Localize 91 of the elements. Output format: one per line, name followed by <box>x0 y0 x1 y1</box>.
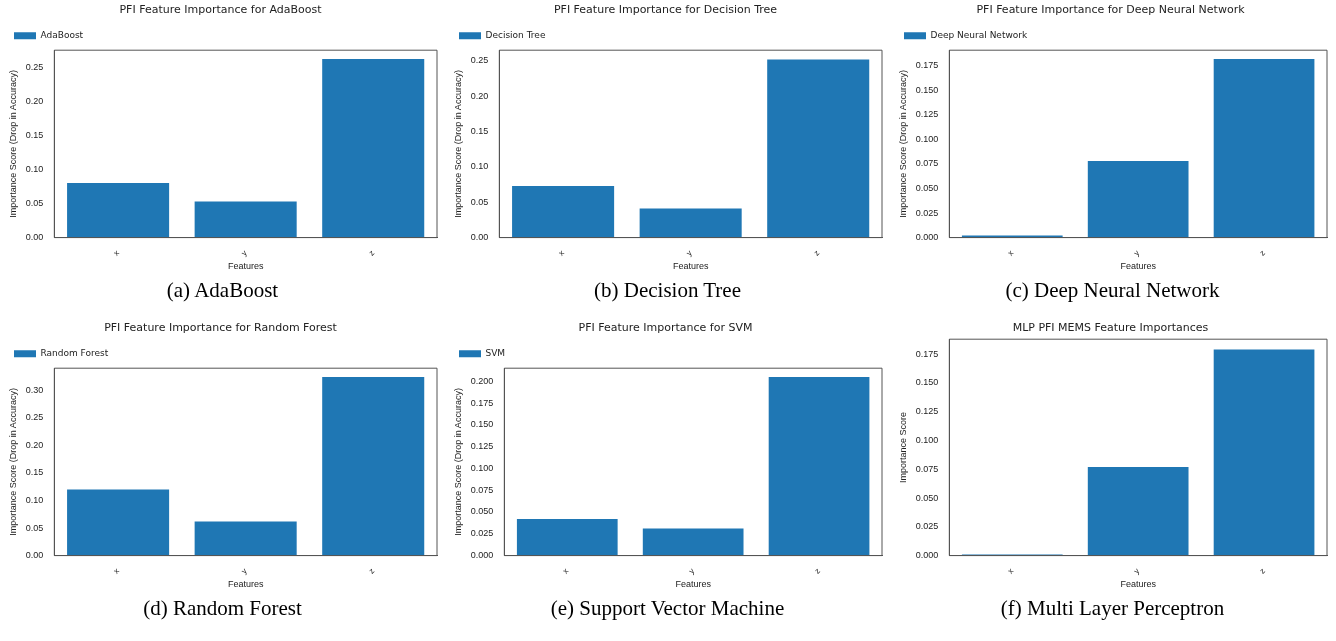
y-tick-label: 0.15 <box>470 126 489 136</box>
x-tick-label: y <box>686 566 697 576</box>
legend-label: SVM <box>485 348 506 359</box>
x-tick-label: z <box>812 566 823 576</box>
y-tick-label: 0.050 <box>915 183 939 194</box>
y-tick-label: 0.10 <box>25 163 44 174</box>
y-tick-label: 0.20 <box>25 95 44 106</box>
y-tick-label: 0.100 <box>915 434 939 445</box>
y-tick-label: 0.20 <box>25 439 44 450</box>
text: (c) Deep Neural Network <box>1005 278 1220 303</box>
x-axis-title: Features <box>1120 579 1157 590</box>
y-tick-label: 0.05 <box>25 198 44 208</box>
chart-title: PFI Feature Importance for Deep Neural Network <box>976 3 1246 17</box>
y-tick-label: 0.025 <box>915 521 939 532</box>
y-tick-label: 0.075 <box>915 158 939 169</box>
y-tick-label: 0.050 <box>915 492 939 503</box>
y-tick-label: 0.150 <box>470 419 494 430</box>
y-tick-label: 0.125 <box>915 406 939 417</box>
legend-label: Random Forest <box>40 348 109 359</box>
text: (f) Multi Layer Perceptron <box>1000 596 1225 621</box>
x-tick-label: y <box>1131 566 1142 576</box>
x-tick-label: z <box>812 248 822 258</box>
y-tick-label: 0.075 <box>470 484 494 495</box>
y-tick-label: 0.000 <box>470 550 494 561</box>
y-tick-label: 0.15 <box>25 467 44 478</box>
x-axis-title: Features <box>1120 261 1157 272</box>
y-tick-label: 0.175 <box>915 348 939 359</box>
y-tick-label: 0.100 <box>470 462 494 473</box>
text: (d) Random Forest <box>143 596 302 621</box>
x-tick-label: z <box>367 248 377 258</box>
y-tick-label: 0.125 <box>915 109 939 120</box>
y-tick-label: 0.00 <box>25 232 44 243</box>
legend-label: Deep Neural Network <box>930 30 1028 41</box>
y-axis-title: Importance Score (Drop in Accuracy) <box>452 388 463 536</box>
x-axis-title: Features <box>672 261 709 272</box>
x-tick-label: x <box>1006 566 1016 576</box>
x-axis-title: Features <box>675 579 712 590</box>
y-tick-label: 0.25 <box>25 61 44 72</box>
y-tick-label: 0.15 <box>25 129 44 140</box>
y-axis-title: Importance Score <box>897 411 908 483</box>
legend-label: Decision Tree <box>485 30 546 41</box>
y-tick-label: 0.175 <box>915 60 939 71</box>
y-tick-label: 0.10 <box>25 494 44 505</box>
chart-title: PFI Feature Importance for Decision Tree <box>553 3 778 17</box>
y-tick-label: 0.05 <box>470 196 489 207</box>
x-tick-label: y <box>1131 248 1142 258</box>
y-tick-label: 0.25 <box>25 412 44 423</box>
x-tick-label: y <box>239 248 249 258</box>
y-tick-label: 0.150 <box>915 84 939 95</box>
x-tick-label: x <box>561 566 571 576</box>
y-tick-label: 0.025 <box>915 207 939 218</box>
y-tick-label: 0.00 <box>25 550 44 561</box>
chart-title: PFI Feature Importance for SVM <box>578 321 753 335</box>
y-axis-title: Importance Score (Drop in Accuracy) <box>452 70 463 218</box>
text: (e) Support Vector Machine <box>550 596 785 621</box>
y-tick-label: 0.050 <box>470 506 494 517</box>
y-tick-label: 0.20 <box>470 90 489 101</box>
chart-title: MLP PFI MEMS Feature Importances <box>1012 321 1209 335</box>
y-tick-label: 0.100 <box>915 133 939 144</box>
y-tick-label: 0.200 <box>470 375 494 386</box>
x-axis-title: Features <box>227 579 264 590</box>
x-tick-label: z <box>1257 248 1268 258</box>
y-tick-label: 0.25 <box>470 55 489 66</box>
chart-title: PFI Feature Importance for Random Forest <box>104 321 338 335</box>
y-tick-label: 0.10 <box>470 161 489 172</box>
x-axis-title: Features <box>227 261 264 272</box>
y-axis-title: Importance Score (Drop in Accuracy) <box>7 388 18 536</box>
y-tick-label: 0.30 <box>25 384 44 395</box>
y-tick-label: 0.000 <box>915 232 939 243</box>
x-tick-label: x <box>111 248 122 258</box>
x-tick-label: y <box>239 566 249 576</box>
x-tick-label: x <box>556 248 567 258</box>
y-tick-label: 0.025 <box>470 528 494 539</box>
y-tick-label: 0.000 <box>915 550 939 561</box>
legend-label: AdaBoost <box>40 30 84 41</box>
y-tick-label: 0.075 <box>915 463 939 474</box>
x-tick-label: z <box>1257 566 1268 576</box>
y-axis-title: Importance Score (Drop in Accuracy) <box>7 70 18 218</box>
y-tick-label: 0.00 <box>470 232 489 243</box>
text: (b) Decision Tree <box>594 278 741 303</box>
text: (a) AdaBoost <box>166 278 279 303</box>
y-tick-label: 0.150 <box>915 377 939 388</box>
chart-title: PFI Feature Importance for AdaBoost <box>119 3 323 17</box>
x-tick-label: y <box>684 248 694 258</box>
y-tick-label: 0.05 <box>25 522 44 533</box>
x-tick-label: x <box>111 566 122 576</box>
y-axis-title: Importance Score (Drop in Accuracy) <box>897 70 908 218</box>
x-tick-label: z <box>367 566 377 576</box>
x-tick-label: x <box>1006 248 1016 258</box>
y-tick-label: 0.125 <box>470 441 494 452</box>
y-tick-label: 0.175 <box>470 397 494 408</box>
